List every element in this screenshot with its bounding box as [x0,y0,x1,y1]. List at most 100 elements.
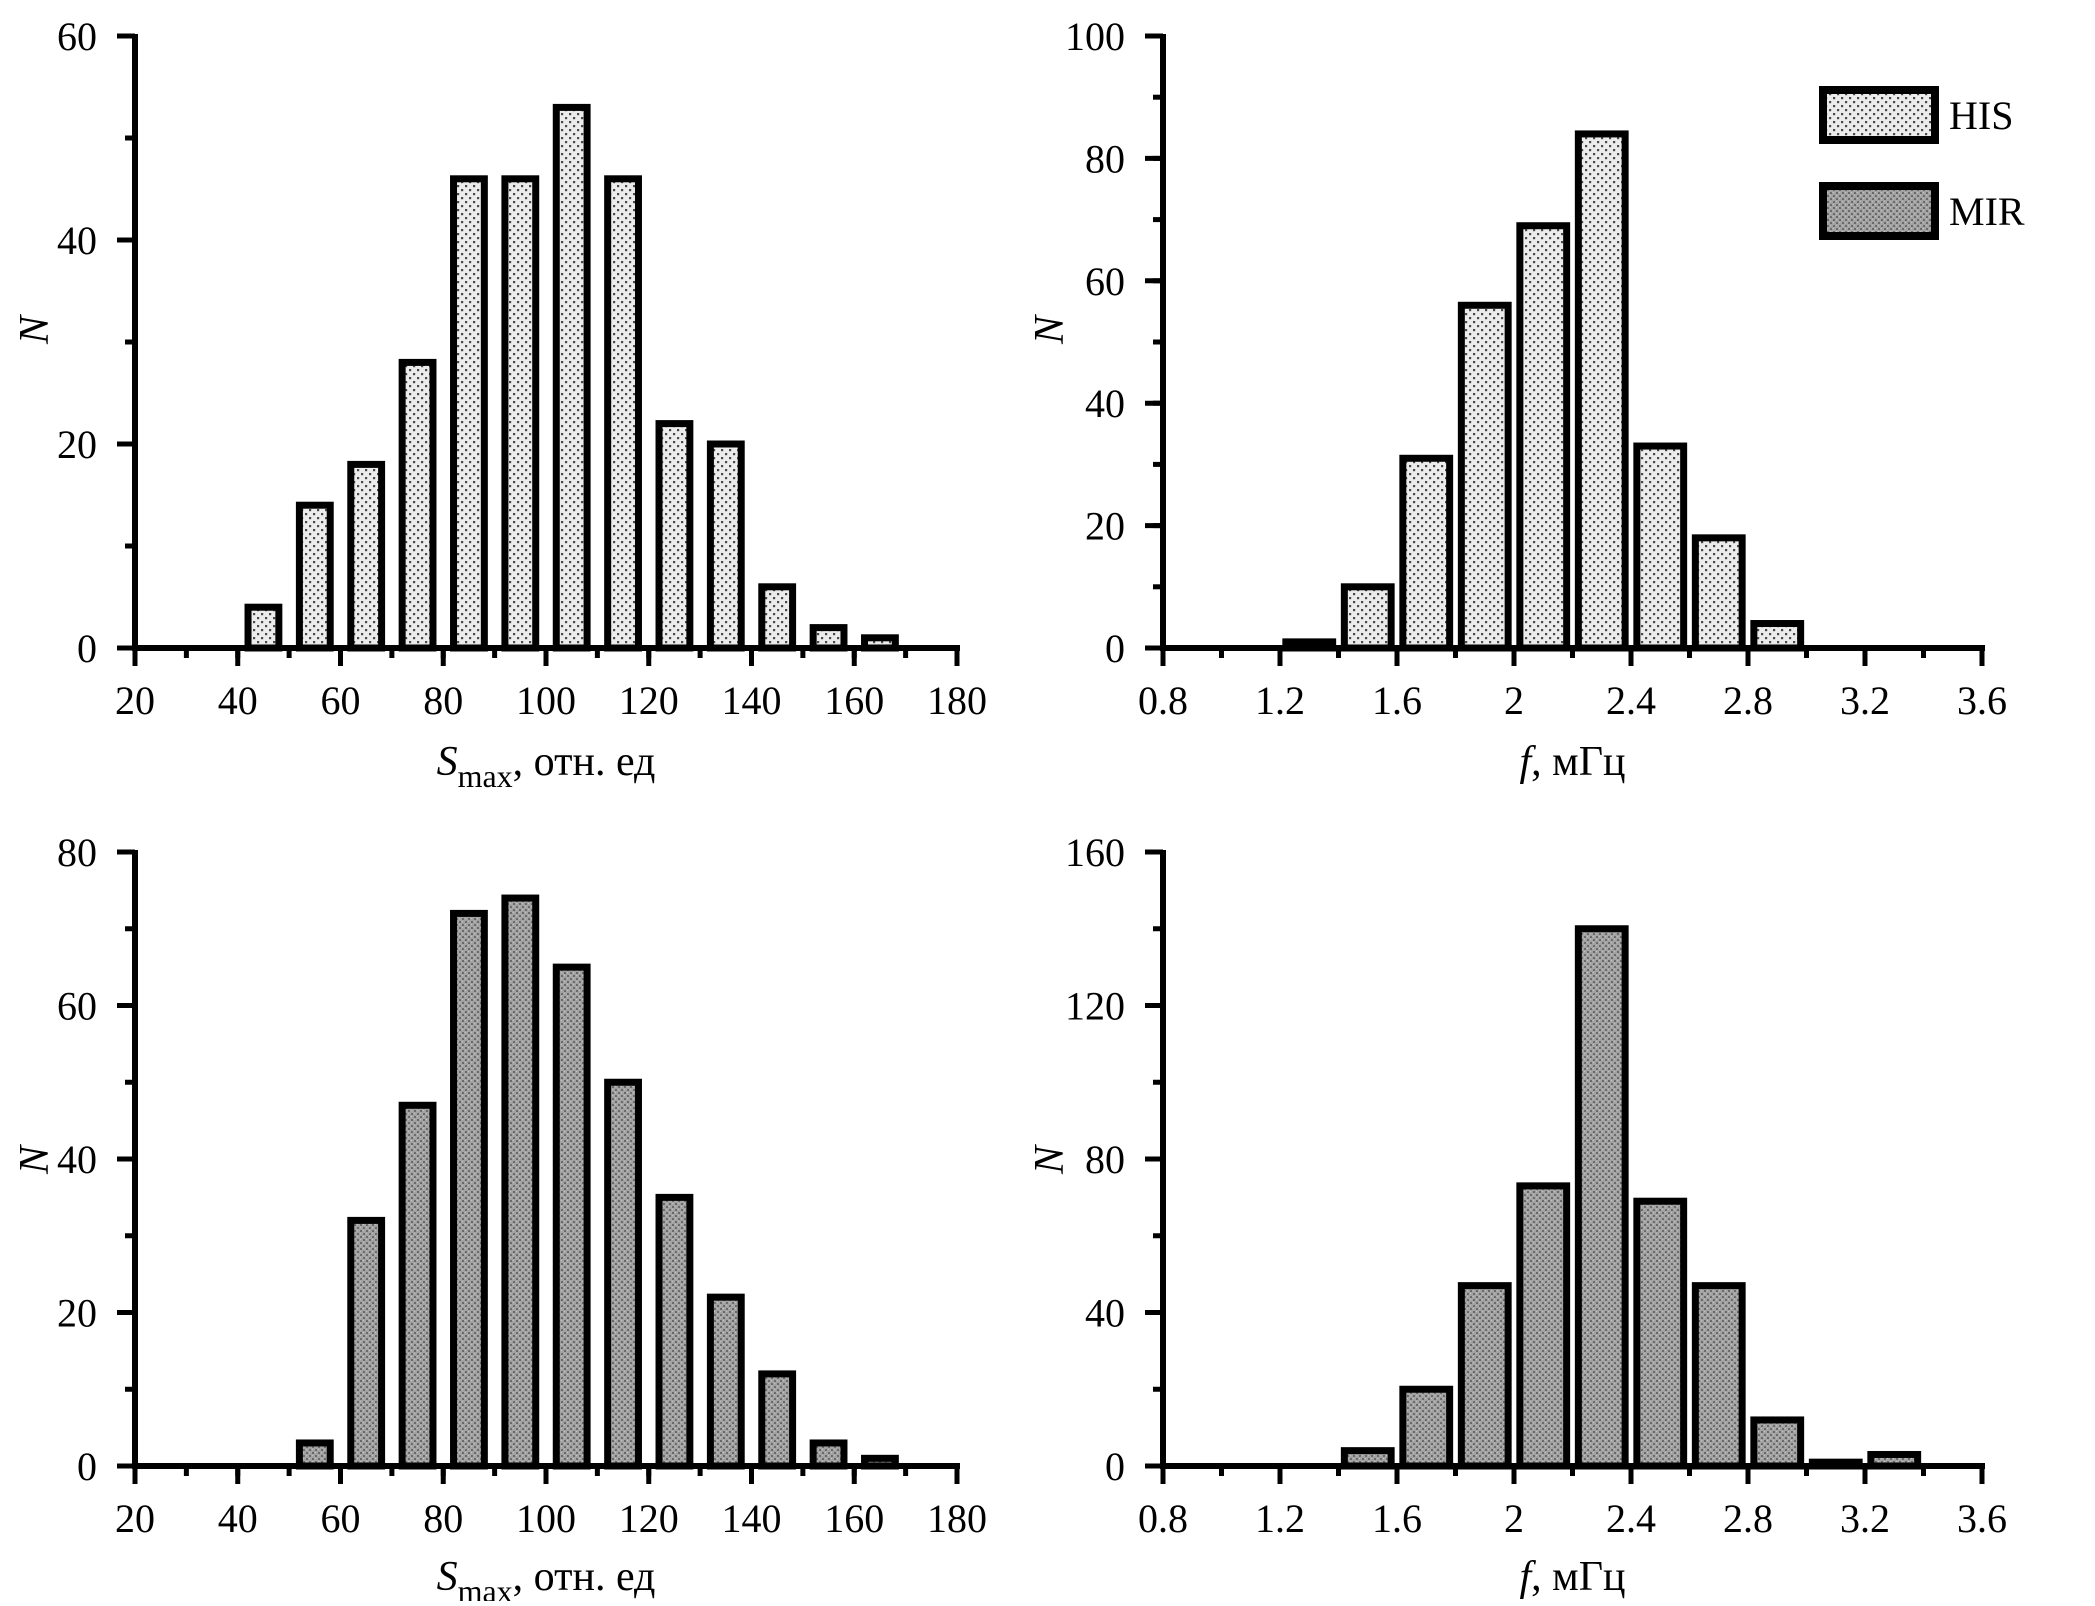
axes: 20 40 60 80 100 120 140 160 180 0 20 40 60 80 [57,830,987,1541]
y-tick-label: 160 [1065,830,1125,875]
x-axis-title: f, мГц [1519,1554,1625,1600]
bar-his-5 [501,175,540,652]
x-tick-label: 60 [321,678,361,723]
bar-his-2 [1399,454,1454,652]
x-tick-label: 140 [722,678,782,723]
legend-swatch-his [1819,86,1939,144]
bar-mir-3 [1516,1182,1571,1470]
x-tick-label: 1.2 [1255,678,1305,723]
x-tick-label: 0.8 [1138,1496,1188,1541]
axes: 20 40 60 80 100 120 140 160 180 0 20 40 60 [57,14,987,723]
bar-mir-9 [758,1370,797,1470]
x-tick-label: 100 [516,1496,576,1541]
bar-mir-1 [347,1216,386,1470]
axes: 0.8 1.2 1.6 2 2.4 2.8 3.2 3.6 0 20 40 60 80 100 [1065,14,2007,723]
bar-mir-0 [295,1439,334,1470]
x-tick-label: 2.4 [1606,678,1656,723]
y-axis-title: N [1027,314,1073,345]
x-tick-label: 180 [927,678,987,723]
bar-his-2 [347,460,386,652]
x-axis-title: Smax, отн. ед [437,1554,656,1601]
x-tick-label: 120 [619,678,679,723]
y-tick-label: 40 [57,218,97,263]
y-tick-label: 40 [1085,1291,1125,1336]
x-tick-label: 2 [1504,1496,1524,1541]
bar-mir-2 [1457,1282,1512,1470]
y-tick-label: 60 [1085,259,1125,304]
bar-his-10 [758,583,797,652]
bar-his-8 [1750,620,1805,652]
x-tick-label: 180 [927,1496,987,1541]
y-axis-title: N [12,314,58,345]
bar-his-7 [1691,534,1746,652]
bar-his-3 [1457,301,1512,652]
x-tick-label: 40 [218,678,258,723]
bar-mir-4 [1574,925,1629,1470]
x-tick-label: 3.6 [1957,1496,2007,1541]
chart-mir-frequency: 0.8 1.2 1.6 2 2.4 2.8 3.2 3.6 0 40 80 120 160 Nf, мГц [1027,830,2007,1600]
legend-label-mir: MIR [1949,189,2025,234]
y-tick-label: 60 [57,14,97,59]
y-tick-label: 80 [1085,1137,1125,1182]
y-tick-label: 20 [1085,504,1125,549]
x-tick-label: 20 [115,678,155,723]
axes: 0.8 1.2 1.6 2 2.4 2.8 3.2 3.6 0 40 80 120 160 [1065,830,2007,1541]
x-tick-label: 20 [115,1496,155,1541]
y-tick-label: 80 [1085,136,1125,181]
bar-his-5 [1574,130,1629,652]
y-tick-label: 60 [57,984,97,1029]
bar-mir-7 [1750,1416,1805,1470]
bar-mir-10 [809,1439,848,1470]
chart-his-frequency: 0.8 1.2 1.6 2 2.4 2.8 3.2 3.6 0 20 40 60 80 100 Nf, мГ… [1027,14,2007,785]
bar-his-9 [706,440,745,652]
chart-mir-smax: 20 40 60 80 100 120 140 160 180 0 20 40 60 80 N Smax, о… [12,830,987,1606]
x-tick-label: 60 [321,1496,361,1541]
x-tick-label: 2.8 [1723,1496,1773,1541]
bar-his-4 [450,175,488,652]
x-tick-label: 80 [423,678,463,723]
bar-his-6 [552,103,591,652]
x-tick-label: 3.2 [1840,678,1890,723]
x-tick-label: 1.2 [1255,1496,1305,1541]
x-axis-title: Smax, отн. ед [437,739,656,794]
x-tick-label: 120 [619,1496,679,1541]
y-tick-label: 20 [57,1291,97,1336]
bar-his-6 [1633,442,1688,652]
bar-mir-3 [450,909,488,1470]
bar-his-1 [295,501,334,652]
x-tick-label: 100 [516,678,576,723]
x-tick-label: 140 [722,1496,782,1541]
bar-mir-5 [552,963,591,1470]
chart-his-smax: 20 40 60 80 100 120 140 160 180 0 20 40 60 N Smax, отн… [12,14,987,794]
y-axis-title: N [1027,1144,1073,1175]
x-axis-title: f, мГц [1519,739,1625,785]
x-tick-label: 40 [218,1496,258,1541]
bar-mir-7 [655,1193,694,1470]
x-tick-label: 2.8 [1723,678,1773,723]
x-tick-label: 1.6 [1372,678,1422,723]
x-tick-label: 1.6 [1372,1496,1422,1541]
x-tick-label: 0.8 [1138,678,1188,723]
x-tick-label: 3.6 [1957,678,2007,723]
x-tick-label: 2 [1504,678,1524,723]
bar-his-7 [604,175,642,652]
y-tick-label: 40 [57,1137,97,1182]
bar-mir-2 [398,1101,437,1470]
bar-his-4 [1516,222,1571,652]
bar-his-8 [655,420,694,652]
x-tick-label: 160 [824,678,884,723]
legend-swatch-mir [1819,182,1939,240]
x-tick-label: 2.4 [1606,1496,1656,1541]
bar-mir-8 [706,1293,745,1470]
bar-his-1 [1340,583,1395,652]
x-tick-label: 3.2 [1840,1496,1890,1541]
y-tick-label: 20 [57,422,97,467]
y-tick-label: 0 [1105,626,1125,671]
bar-mir-5 [1633,1197,1688,1470]
x-tick-label: 80 [423,1496,463,1541]
y-tick-label: 0 [1105,1444,1125,1489]
y-tick-label: 40 [1085,381,1125,426]
x-tick-label: 160 [824,1496,884,1541]
